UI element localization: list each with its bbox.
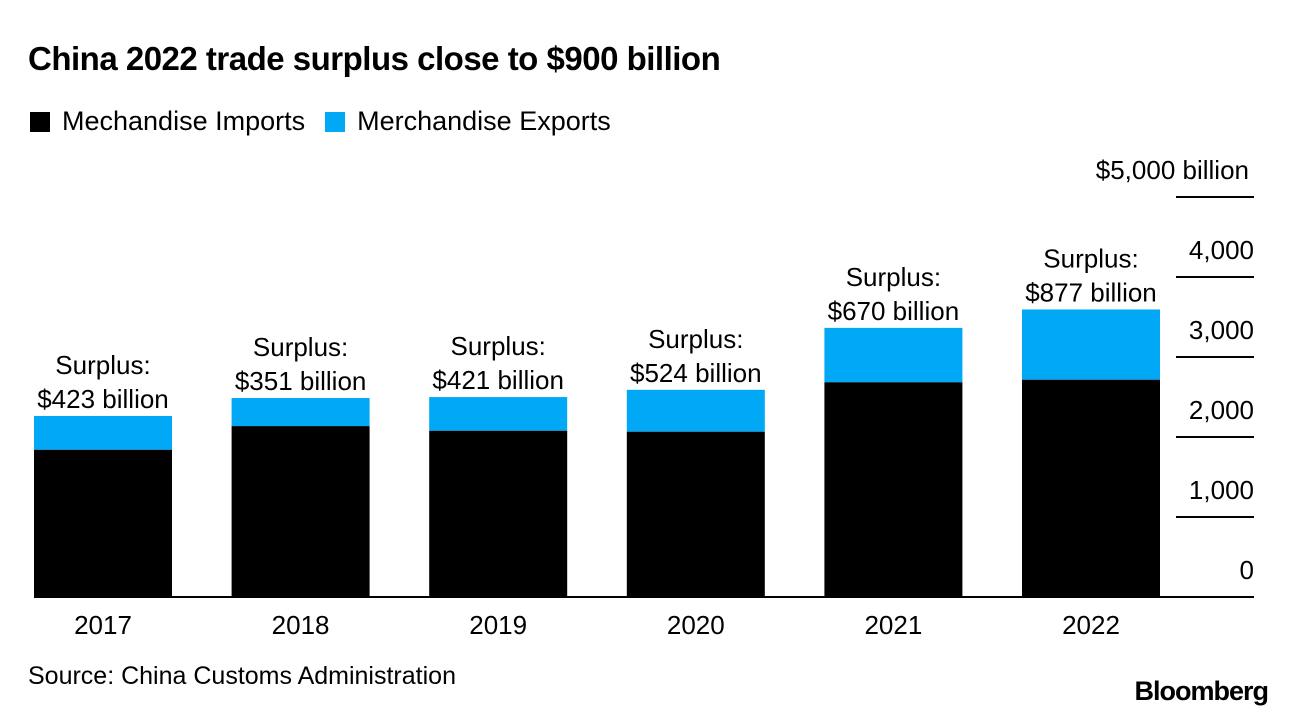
y-tick-label: 3,000 bbox=[1189, 315, 1254, 345]
legend-swatch-imports bbox=[30, 111, 50, 132]
bar-imports bbox=[1022, 379, 1160, 597]
x-tick-label: 2021 bbox=[864, 610, 922, 640]
y-tick-label: 2,000 bbox=[1189, 395, 1254, 425]
legend-item-imports: Mechandise Imports bbox=[30, 106, 305, 137]
x-tick-label: 2018 bbox=[272, 610, 330, 640]
bar-imports bbox=[824, 382, 963, 597]
bloomberg-logo: Bloomberg bbox=[1134, 676, 1269, 706]
legend-item-exports: Merchandise Exports bbox=[325, 106, 611, 137]
bar-exports-surplus bbox=[231, 398, 370, 427]
source-note: Source: China Customs Administration bbox=[28, 662, 456, 690]
legend: Mechandise Imports Merchandise Exports bbox=[30, 106, 631, 137]
bar-exports-surplus bbox=[429, 397, 568, 431]
surplus-label-title: Surplus: bbox=[55, 350, 150, 380]
surplus-label-title: Surplus: bbox=[648, 324, 743, 354]
legend-label-imports: Mechandise Imports bbox=[62, 106, 306, 136]
bar-exports-surplus bbox=[1022, 309, 1160, 380]
surplus-label-value: $877 billion bbox=[1025, 277, 1157, 307]
y-tick-label: $5,000 billion bbox=[1096, 155, 1249, 185]
x-tick-label: 2020 bbox=[667, 610, 725, 640]
surplus-label-title: Surplus: bbox=[451, 331, 546, 361]
bar-imports bbox=[429, 430, 568, 597]
chart-title: China 2022 trade surplus close to $900 b… bbox=[28, 40, 721, 77]
x-tick-label: 2019 bbox=[469, 610, 527, 640]
y-tick-label: 0 bbox=[1240, 555, 1254, 585]
legend-swatch-exports bbox=[325, 111, 346, 132]
surplus-label-title: Surplus: bbox=[253, 332, 348, 362]
bar-imports bbox=[231, 426, 370, 597]
legend-label-exports: Merchandise Exports bbox=[357, 106, 611, 136]
y-tick-label: 4,000 bbox=[1189, 235, 1254, 265]
bar-imports bbox=[626, 431, 765, 597]
surplus-label-value: $423 billion bbox=[37, 384, 169, 414]
surplus-label-value: $670 billion bbox=[828, 296, 960, 326]
bar-exports-surplus bbox=[34, 415, 172, 450]
bar-imports bbox=[34, 449, 172, 597]
surplus-label-value: $524 billion bbox=[630, 358, 762, 388]
surplus-label-title: Surplus: bbox=[846, 262, 941, 292]
bar-exports-surplus bbox=[824, 327, 963, 383]
surplus-label-title: Surplus: bbox=[1043, 243, 1138, 273]
surplus-label-value: $421 billion bbox=[432, 365, 564, 395]
x-tick-label: 2022 bbox=[1062, 610, 1120, 640]
surplus-label-value: $351 billion bbox=[235, 366, 367, 396]
x-tick-label: 2017 bbox=[74, 610, 132, 640]
bar-exports-surplus bbox=[626, 389, 765, 432]
y-tick-label: 1,000 bbox=[1189, 475, 1254, 505]
